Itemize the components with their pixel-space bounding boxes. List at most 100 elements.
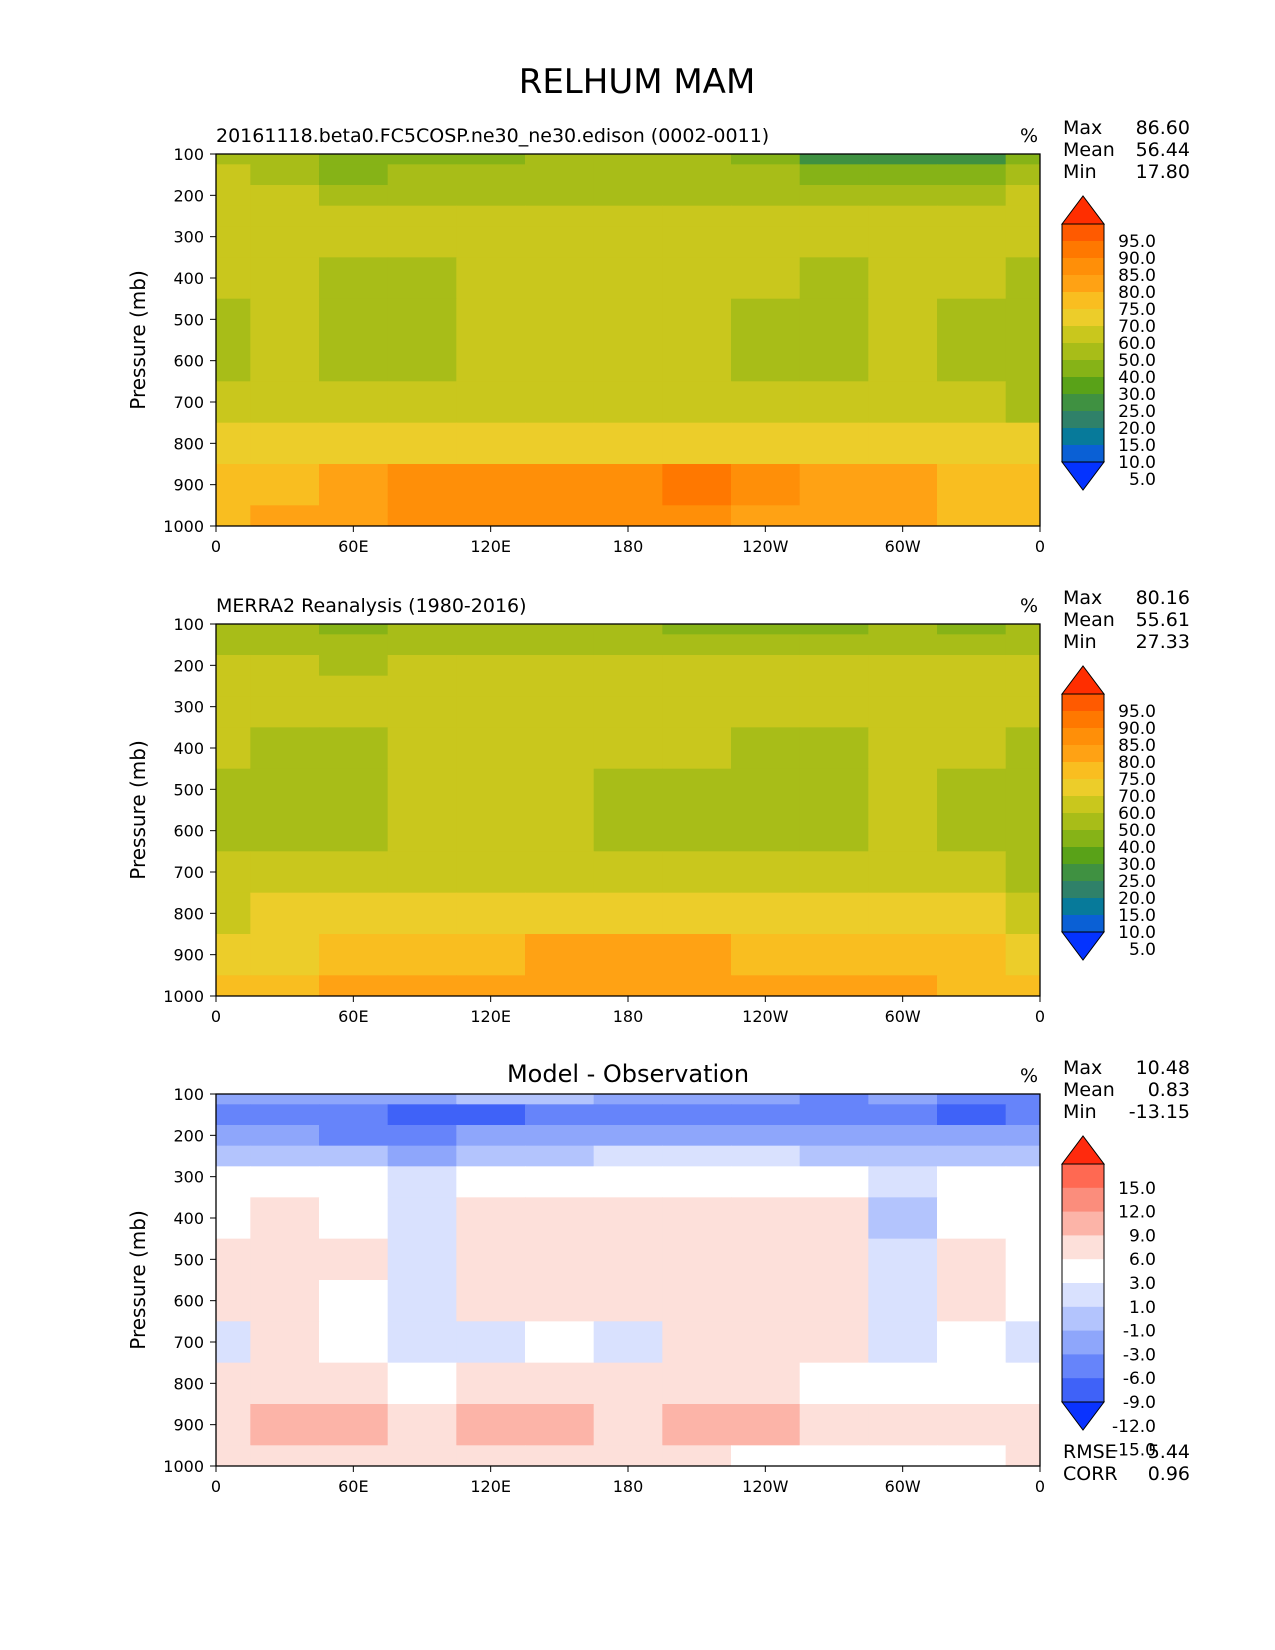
heatmap-cell — [593, 298, 663, 341]
heatmap-cell — [662, 154, 732, 165]
heatmap-cell — [662, 298, 732, 341]
heatmap-cell — [662, 1280, 732, 1322]
colorbar-segment — [1062, 224, 1104, 242]
heatmap-cell — [1005, 1404, 1040, 1446]
heatmap-cell — [799, 185, 869, 207]
heatmap-cell — [456, 1166, 526, 1198]
heatmap-cell — [731, 768, 801, 811]
heatmap-cell — [731, 257, 801, 300]
x-tick-label: 0 — [1035, 537, 1045, 556]
heatmap-cell — [387, 257, 457, 300]
heatmap-cell — [593, 340, 663, 382]
heatmap-cell — [216, 655, 251, 677]
heatmap-cell — [799, 340, 869, 382]
x-tick-label: 120W — [742, 537, 789, 556]
heatmap-cell — [525, 1145, 595, 1167]
heatmap-cell — [799, 675, 869, 697]
heatmap-cell — [216, 934, 251, 976]
heatmap-cell — [799, 226, 869, 258]
heatmap-cell — [216, 1362, 251, 1405]
heatmap-cell — [593, 1104, 663, 1126]
heatmap-cell — [662, 1197, 732, 1240]
heatmap-cell — [662, 1238, 732, 1281]
heatmap-cell — [662, 340, 732, 382]
heatmap-cell — [593, 634, 663, 656]
heatmap-cell — [731, 655, 801, 677]
colorbar-segment — [1062, 360, 1104, 378]
heatmap-cell — [593, 934, 663, 976]
heatmap-cell — [937, 1445, 1007, 1466]
heatmap-cell — [868, 1094, 938, 1105]
colorbar-label: 95.0 — [1118, 232, 1156, 252]
heatmap-cell — [799, 164, 869, 186]
colorbar-label: 12.0 — [1118, 1203, 1156, 1223]
y-tick-label: 1000 — [163, 987, 204, 1006]
colorbar-label: 90.0 — [1118, 249, 1156, 269]
heatmap-cell — [1005, 464, 1040, 506]
colorbar-label: 25.0 — [1118, 402, 1156, 422]
colorbar-label: 1.0 — [1129, 1298, 1156, 1318]
heatmap-cell — [593, 1125, 663, 1147]
heatmap-cell — [387, 505, 457, 526]
heatmap-cell — [593, 768, 663, 811]
heatmap-cell — [799, 1166, 869, 1198]
heatmap-cell — [525, 655, 595, 677]
heatmap-cell — [525, 1197, 595, 1240]
heatmap-cell — [456, 340, 526, 382]
heatmap-cell — [868, 1104, 938, 1126]
y-tick-label: 800 — [173, 434, 204, 453]
x-tick-label: 0 — [1035, 1477, 1045, 1496]
heatmap-cell — [216, 1404, 251, 1446]
heatmap-cell — [250, 696, 320, 728]
heatmap-cell — [250, 768, 320, 811]
heatmap-cell — [937, 154, 1007, 165]
heatmap-cell — [250, 624, 320, 635]
heatmap-cell — [662, 624, 732, 635]
heatmap-cell — [525, 1280, 595, 1322]
heatmap-cell — [216, 164, 251, 186]
heatmap-cell — [387, 1094, 457, 1105]
heatmap-cell — [1005, 655, 1040, 677]
heatmap-cell — [387, 1166, 457, 1198]
heatmap-cell — [319, 1166, 389, 1198]
colorbar-label: 75.0 — [1118, 770, 1156, 790]
heatmap-cell — [456, 154, 526, 165]
heatmap-cell — [216, 851, 251, 894]
stat-value: 17.80 — [1136, 161, 1190, 183]
heatmap-cell — [250, 298, 320, 341]
heatmap-cell — [456, 1125, 526, 1147]
y-tick-label: 800 — [173, 1374, 204, 1393]
y-tick-label: 700 — [173, 863, 204, 882]
colorbar-segment — [1062, 377, 1104, 395]
heatmap-cell — [387, 1321, 457, 1364]
heatmap-cell — [799, 851, 869, 894]
heatmap-cell — [387, 810, 457, 852]
stat-label: Min — [1063, 161, 1097, 183]
heatmap-cell — [868, 464, 938, 506]
heatmap-cell — [799, 1104, 869, 1126]
x-tick-label: 180 — [613, 1477, 644, 1496]
x-tick-label: 60W — [885, 1477, 921, 1496]
stat-label: Min — [1063, 631, 1097, 653]
heatmap-cell — [456, 1094, 526, 1105]
heatmap-cell — [937, 1321, 1007, 1364]
heatmap-cell — [387, 205, 457, 227]
colorbar-label: 85.0 — [1118, 266, 1156, 286]
heatmap-cell — [593, 624, 663, 635]
heatmap-cell — [250, 226, 320, 258]
heatmap-cell — [525, 696, 595, 728]
heatmap-cell — [593, 257, 663, 300]
heatmap-cell — [868, 1125, 938, 1147]
y-tick-label: 300 — [173, 1168, 204, 1187]
heatmap-cell — [319, 185, 389, 207]
heatmap-cell — [216, 185, 251, 207]
colorbar-label: 3.0 — [1129, 1274, 1156, 1294]
heatmap-cell — [250, 1094, 320, 1105]
heatmap-cell — [387, 226, 457, 258]
heatmap-cell — [250, 934, 320, 976]
heatmap-cell — [937, 226, 1007, 258]
heatmap-cell — [250, 381, 320, 424]
heatmap-cell — [868, 696, 938, 728]
colorbar-label: -1.0 — [1123, 1322, 1156, 1342]
y-tick-label: 300 — [173, 228, 204, 247]
